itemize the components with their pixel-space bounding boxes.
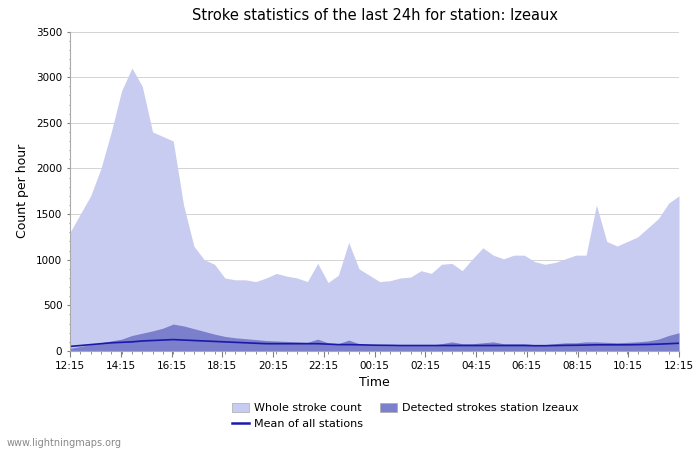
Legend: Whole stroke count, Mean of all stations, Detected strokes station Izeaux: Whole stroke count, Mean of all stations… xyxy=(228,398,583,433)
Y-axis label: Count per hour: Count per hour xyxy=(16,144,29,238)
Text: www.lightningmaps.org: www.lightningmaps.org xyxy=(7,438,122,448)
Title: Stroke statistics of the last 24h for station: Izeaux: Stroke statistics of the last 24h for st… xyxy=(192,9,557,23)
X-axis label: Time: Time xyxy=(359,376,390,389)
